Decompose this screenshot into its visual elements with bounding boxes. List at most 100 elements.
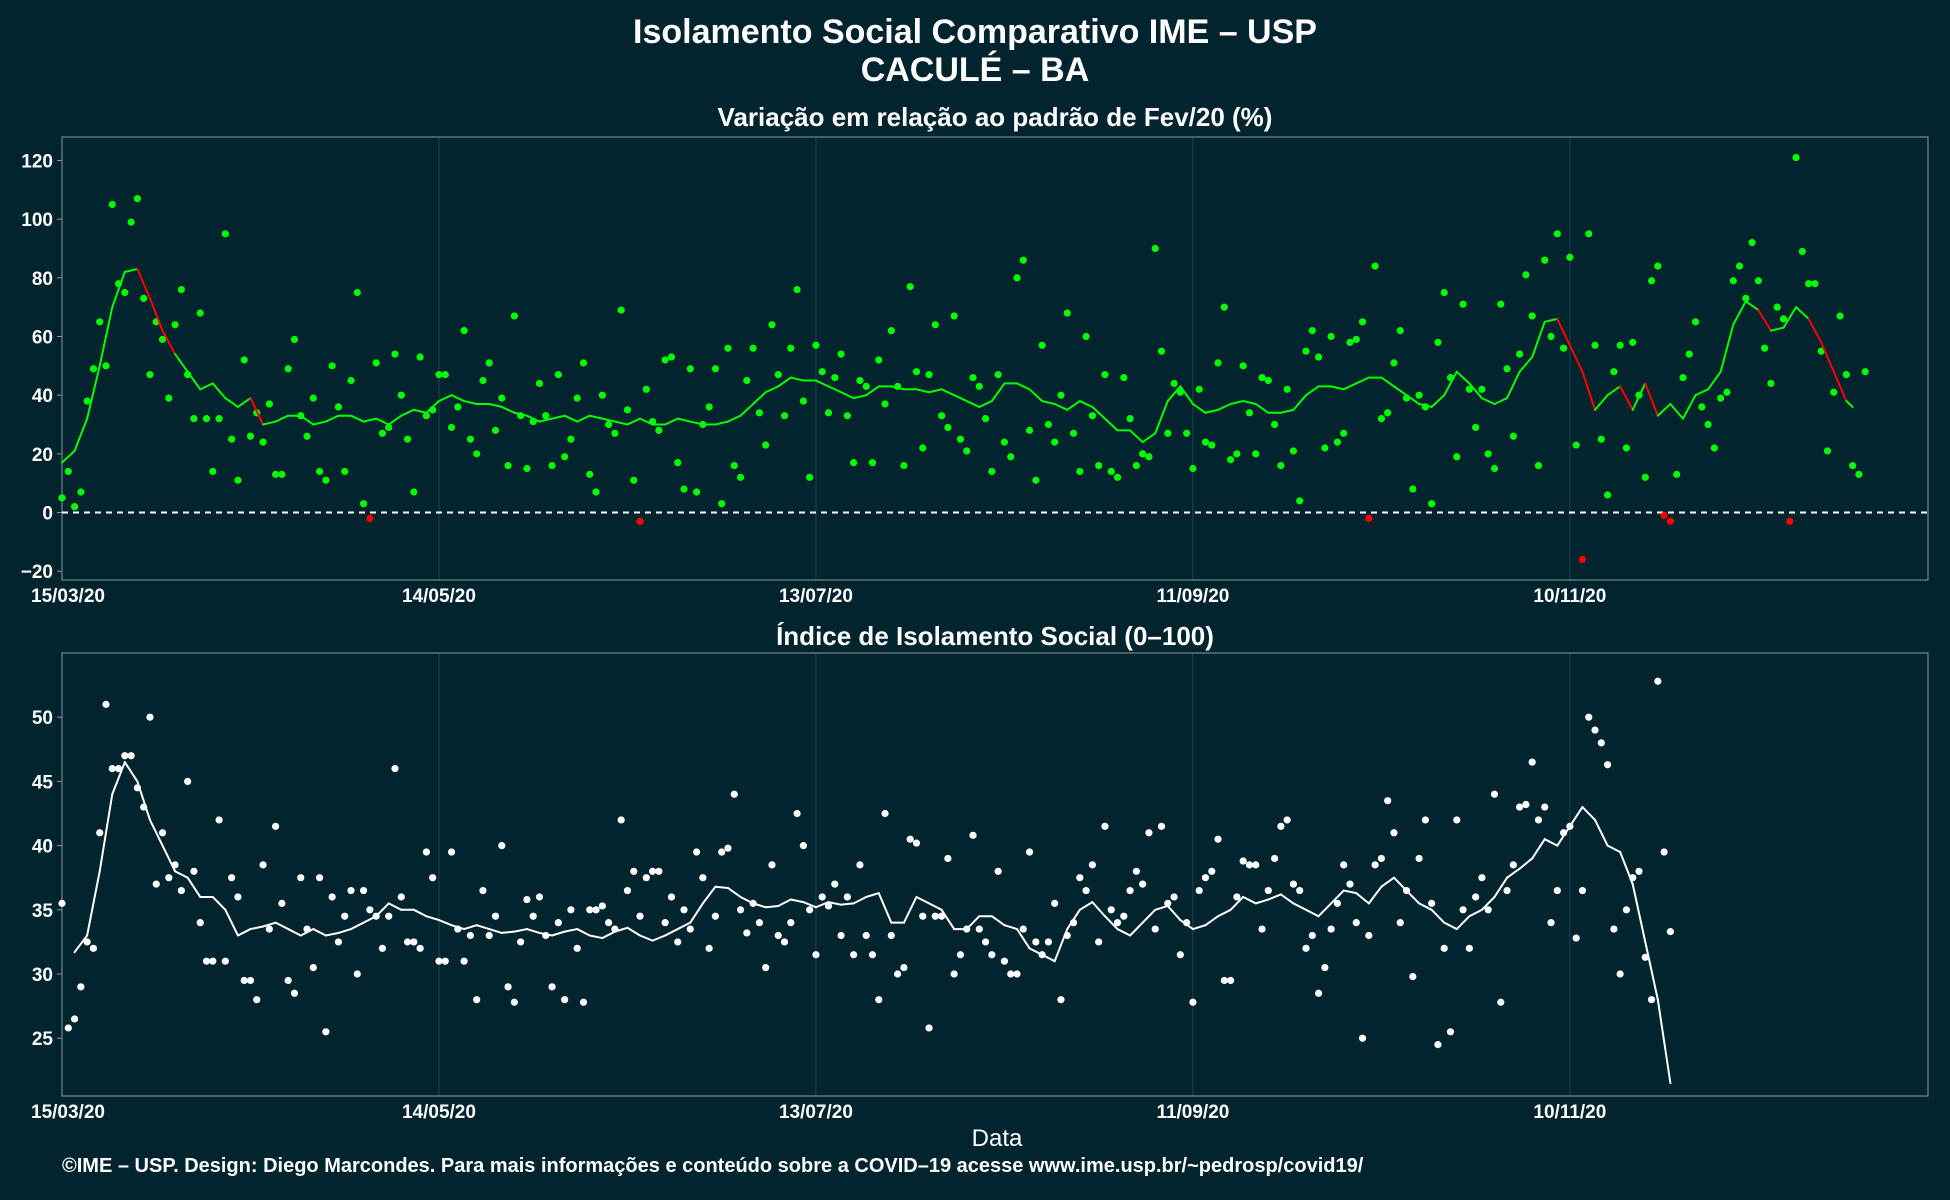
index-moving-average-segment — [601, 930, 616, 940]
variation-data-point — [190, 415, 198, 423]
index-moving-average-segment — [73, 934, 89, 954]
index-data-point — [353, 970, 361, 978]
index-data-point — [83, 938, 91, 946]
variation-data-point — [309, 394, 317, 402]
index-moving-average-segment — [1179, 919, 1194, 931]
variation-data-point — [919, 444, 927, 452]
index-data-point — [1503, 886, 1511, 895]
index-moving-average-segment — [1594, 818, 1609, 847]
index-data-point — [510, 998, 518, 1006]
variation-data-point — [1170, 379, 1178, 388]
y-tick-label: 80 — [32, 269, 53, 290]
index-moving-average-segment — [148, 818, 164, 847]
index-data-point — [831, 880, 839, 888]
index-data-point — [975, 925, 983, 933]
index-data-point — [1459, 906, 1467, 914]
x-tick-label: 10/11/20 — [1533, 586, 1606, 607]
index-moving-average-segment — [1443, 921, 1458, 931]
index-moving-average-segment — [664, 928, 679, 937]
index-moving-average-segment — [450, 924, 466, 931]
variation-data-point — [454, 403, 462, 411]
variation-moving-average-segment — [613, 420, 629, 426]
variation-data-point — [535, 379, 544, 388]
variation-moving-average-segment — [1330, 385, 1345, 391]
index-data-point — [1541, 803, 1549, 811]
variation-data-point — [328, 362, 336, 370]
index-data-point — [705, 944, 713, 952]
index-moving-average-segment — [789, 898, 805, 904]
variation-moving-average-segment — [513, 411, 528, 417]
chart-title: Isolamento Social Comparativo IME – USP — [633, 13, 1317, 51]
variation-moving-average-segment — [1392, 385, 1408, 397]
variation-data-point — [875, 356, 883, 364]
index-moving-average-segment — [1392, 876, 1408, 892]
variation-moving-average-segment — [563, 414, 579, 423]
variation-data-point — [485, 359, 493, 367]
variation-moving-average-segment — [1543, 317, 1559, 323]
variation-data-point — [1673, 470, 1681, 478]
variation-data-point — [290, 335, 299, 344]
variation-moving-average-segment — [626, 417, 642, 426]
index-data-point — [1472, 893, 1480, 901]
index-data-point — [290, 989, 299, 997]
variation-data-point — [322, 476, 330, 484]
index-data-point — [127, 752, 135, 760]
index-moving-average-segment — [1367, 885, 1383, 905]
index-moving-average-segment — [186, 876, 202, 898]
variation-data-point — [1371, 262, 1379, 270]
index-data-point — [931, 912, 939, 920]
index-moving-average-segment — [1644, 940, 1659, 1001]
x-tick-label: 10/11/20 — [1533, 1102, 1606, 1123]
variation-data-point — [1157, 347, 1166, 355]
index-data-point — [315, 874, 324, 882]
variation-moving-average-segment — [1832, 370, 1848, 403]
index-moving-average-segment — [1606, 844, 1622, 854]
index-data-point — [1088, 861, 1096, 869]
index-data-point — [429, 874, 437, 882]
index-data-point — [1516, 803, 1524, 811]
variation-data-point — [334, 403, 343, 411]
variation-data-point — [743, 376, 751, 385]
index-data-point — [605, 919, 613, 927]
variation-moving-average-segment — [1656, 402, 1672, 417]
index-data-point — [1666, 928, 1675, 936]
variation-moving-average-segment — [437, 394, 453, 403]
index-data-point — [981, 938, 990, 946]
index-data-point — [1585, 713, 1593, 721]
variation-data-point — [1440, 288, 1448, 297]
variation-data-point — [542, 412, 550, 420]
variation-data-point — [1189, 464, 1197, 473]
index-data-point — [598, 902, 606, 910]
variation-data-point — [718, 500, 726, 508]
variation-data-point — [1465, 385, 1473, 393]
variation-data-point — [1572, 441, 1580, 449]
index-data-point — [341, 912, 349, 920]
variation-moving-average-segment — [739, 402, 755, 417]
variation-moving-average-segment — [1757, 309, 1772, 332]
index-moving-average-segment — [1066, 908, 1081, 931]
index-moving-average-segment — [1405, 889, 1421, 905]
variation-moving-average-segment — [726, 414, 742, 423]
index-data-point — [498, 842, 506, 850]
variation-moving-average-segment — [676, 417, 692, 423]
variation-moving-average-segment — [689, 420, 704, 426]
y-tick-label: 60 — [32, 327, 53, 348]
variation-moving-average-segment — [1279, 408, 1295, 414]
index-data-point — [1647, 996, 1656, 1004]
index-moving-average-segment — [1631, 883, 1647, 943]
variation-data-point — [359, 500, 368, 508]
footer-credit: ©IME – USP. Design: Diego Marcondes. Par… — [62, 1155, 1364, 1177]
variation-data-point — [1817, 347, 1825, 355]
index-data-point — [102, 700, 110, 708]
variation-moving-average-segment — [1405, 394, 1421, 405]
variation-data-point — [780, 412, 789, 420]
variation-data-point — [102, 362, 110, 370]
index-data-point — [554, 919, 562, 927]
variation-data-point — [1798, 247, 1806, 256]
variation-moving-average-segment — [1015, 382, 1031, 391]
variation-moving-average-segment — [953, 394, 968, 403]
variation-moving-average-segment — [362, 417, 378, 423]
x-tick-label: 13/07/20 — [779, 586, 853, 607]
variation-data-point — [1704, 420, 1712, 429]
variation-data-point — [931, 321, 939, 329]
